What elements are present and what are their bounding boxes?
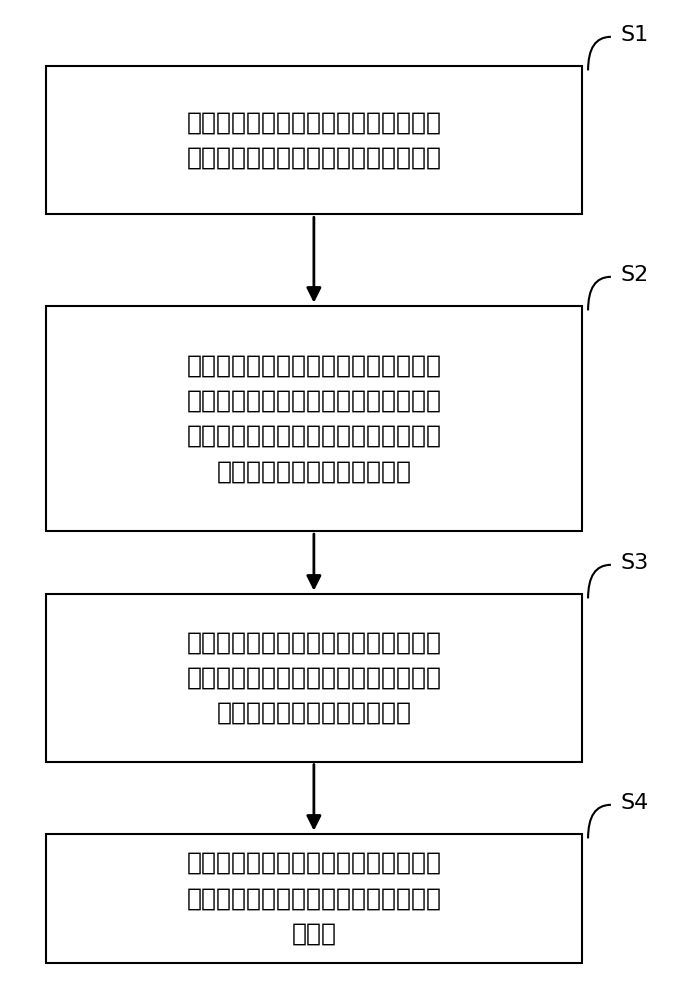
FancyBboxPatch shape	[46, 306, 581, 531]
Text: S4: S4	[621, 793, 649, 813]
Text: 根据所述目标区域的第一灰度阈值和第
二灰度阈值，分别确定所述目标区域中
的疑似病灶区域及伪病灶区域: 根据所述目标区域的第一灰度阈值和第 二灰度阈值，分别确定所述目标区域中 的疑似病…	[186, 630, 441, 725]
Text: S3: S3	[621, 553, 649, 573]
Text: 根据各个所述目标区域的疑似病灶区域
及伪病灶区域，确定所述第一器官的病
灶区域: 根据各个所述目标区域的疑似病灶区域 及伪病灶区域，确定所述第一器官的病 灶区域	[186, 851, 441, 946]
Text: S1: S1	[621, 25, 649, 45]
Text: 针对任一目标区域，根据所述目标区域
的灰度信息，确定所述目标区域的第一
灰度阈值和第二灰度阈值，所述第一灰
度阈值大于所述第二灰度阈值: 针对任一目标区域，根据所述目标区域 的灰度信息，确定所述目标区域的第一 灰度阈值…	[186, 353, 441, 484]
Text: 对待处理图像进行分割处理，确定所述
待处理图像中第一器官的多个目标区域: 对待处理图像进行分割处理，确定所述 待处理图像中第一器官的多个目标区域	[186, 110, 441, 170]
FancyBboxPatch shape	[46, 834, 581, 963]
Text: S2: S2	[621, 265, 649, 285]
FancyBboxPatch shape	[46, 66, 581, 214]
FancyBboxPatch shape	[46, 594, 581, 762]
